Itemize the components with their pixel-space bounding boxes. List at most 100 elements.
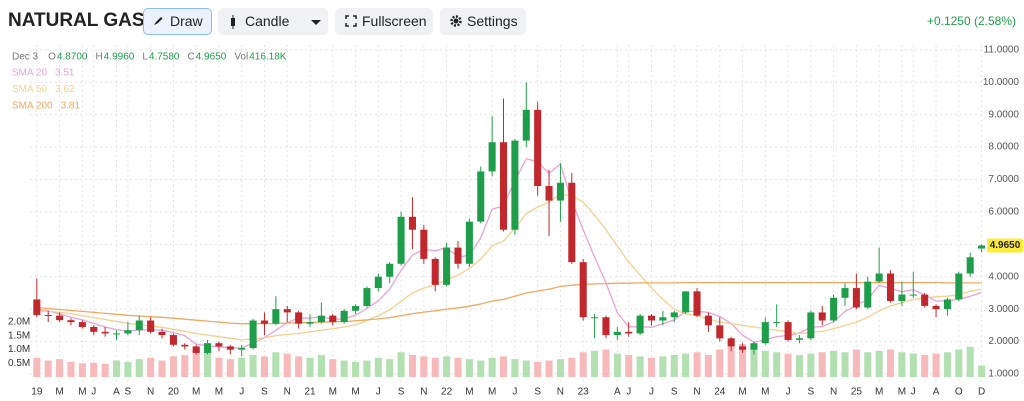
candle-body — [978, 245, 986, 249]
candle-body — [158, 331, 166, 336]
x-tick-label: 21 — [304, 387, 316, 398]
volume-bar — [886, 349, 895, 377]
legend-value: 3.81 — [61, 101, 81, 112]
candle-body — [397, 216, 405, 264]
candle-body — [499, 142, 508, 230]
volume-bar — [864, 352, 872, 377]
x-tick-label: S — [261, 387, 268, 398]
volume-bar — [44, 360, 52, 377]
volume-bar — [898, 352, 906, 377]
volume-bar — [602, 349, 610, 377]
y-tick-label: 10.0000 — [983, 77, 1020, 88]
draw-button[interactable]: Draw — [143, 8, 212, 35]
candle-body — [363, 288, 371, 306]
settings-button[interactable]: Settings — [440, 8, 526, 35]
volume-bar — [477, 360, 485, 377]
price-change: +0.1250 (2.58%) — [926, 14, 1016, 28]
volume-bar — [135, 359, 143, 377]
candle-body — [921, 294, 929, 306]
volume-bar — [443, 356, 451, 377]
gear-icon — [450, 15, 462, 27]
candle-body — [44, 314, 52, 316]
candle-body — [830, 297, 838, 321]
candle-body — [682, 291, 690, 313]
volume-tick-label: 1.5M — [8, 330, 30, 341]
volume-bar — [875, 350, 883, 377]
sma-line — [36, 193, 982, 341]
candle-body — [238, 348, 246, 350]
header-value: 416.18K — [249, 52, 287, 63]
volume-bar — [112, 360, 121, 377]
candle-body — [613, 331, 621, 336]
volume-tick-label: 0.5M — [8, 358, 30, 369]
candle-body — [295, 312, 303, 324]
candle-body — [329, 315, 337, 323]
volume-bar — [101, 363, 109, 377]
last-price-label: 4.9650 — [990, 240, 1021, 251]
header-key: Vol — [234, 52, 248, 63]
x-tick-label: M — [465, 387, 473, 398]
candle-body — [147, 320, 155, 332]
candle-body — [226, 346, 234, 350]
candle-body — [841, 288, 849, 298]
x-tick-label: M — [898, 387, 906, 398]
x-tick-label: N — [147, 387, 154, 398]
volume-bar — [260, 356, 269, 377]
volume-bar — [636, 356, 644, 377]
candle-body — [124, 330, 132, 334]
candle-body — [704, 315, 712, 326]
volume-bar — [238, 357, 246, 377]
y-tick-label: 2.0000 — [988, 336, 1019, 347]
candle-body — [579, 262, 587, 318]
volume-bar — [454, 357, 462, 377]
candle-body — [784, 322, 792, 340]
volume-bar — [761, 350, 769, 377]
candle-body — [465, 221, 473, 264]
legend-name: SMA 20 — [12, 68, 47, 79]
candle-body — [67, 320, 75, 323]
x-tick-label: J — [649, 387, 654, 398]
volume-bar — [215, 357, 223, 377]
fullscreen-button[interactable]: Fullscreen — [335, 8, 433, 35]
candle-body — [112, 333, 121, 335]
candle-body — [306, 322, 314, 324]
x-tick-label: J — [786, 387, 791, 398]
volume-bar — [192, 349, 200, 377]
volume-bar — [932, 353, 940, 377]
instrument-title: NATURAL GAS — [8, 10, 145, 31]
x-tick-label: 24 — [714, 387, 726, 398]
candle-body — [477, 171, 485, 222]
volume-bar — [830, 350, 838, 377]
x-tick-label: M — [738, 387, 746, 398]
volume-bar — [909, 353, 917, 377]
x-tick-label: M — [78, 387, 86, 398]
candle-body — [647, 315, 656, 321]
volume-tick-label: 1.0M — [8, 344, 30, 355]
volume-bar — [727, 346, 735, 377]
volume-bar — [124, 361, 132, 377]
candle-body — [852, 288, 860, 308]
candle-body — [966, 257, 974, 274]
x-tick-label: J — [376, 387, 381, 398]
volume-bar — [147, 357, 155, 377]
candle-body — [864, 281, 872, 308]
volume-bar — [67, 361, 75, 377]
header-key: C — [187, 52, 194, 63]
candle-button[interactable]: Candle — [218, 8, 328, 35]
x-tick-label: 19 — [31, 387, 43, 398]
candle-body — [534, 109, 542, 186]
candle-body — [556, 182, 564, 201]
volume-bar — [818, 352, 826, 377]
x-tick-label: S — [125, 387, 132, 398]
volume-bar — [659, 356, 667, 377]
candle-body — [90, 326, 98, 332]
volume-bar — [306, 357, 314, 377]
x-tick-label: N — [693, 387, 700, 398]
candle-body — [943, 299, 951, 310]
x-tick-label: N — [420, 387, 427, 398]
dropdown-icon — [311, 20, 321, 25]
button-label: Draw — [170, 13, 203, 29]
volume-bar — [693, 352, 701, 377]
candle-body — [249, 320, 257, 349]
